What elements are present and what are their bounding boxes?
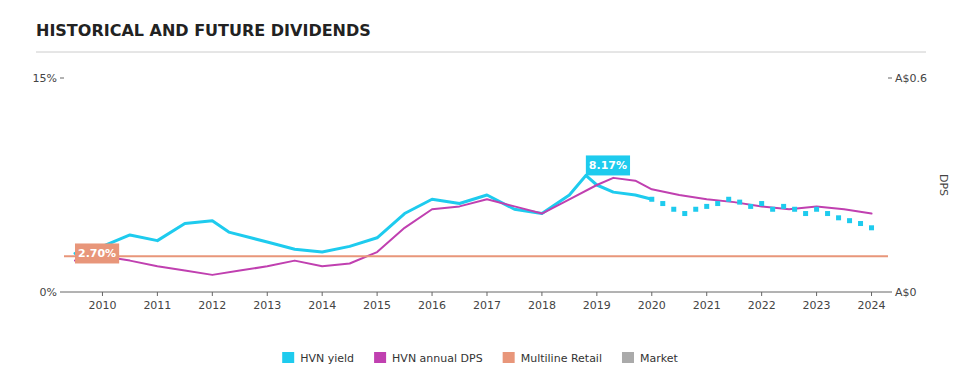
x-tick xyxy=(102,292,103,296)
series-marker xyxy=(858,221,863,226)
series-marker xyxy=(836,215,841,220)
x-tick xyxy=(157,292,158,296)
series-marker xyxy=(682,211,687,216)
x-tick-label: 2010 xyxy=(88,299,116,312)
x-tick xyxy=(871,292,872,296)
x-tick-label: 2016 xyxy=(418,299,446,312)
x-axis-line xyxy=(64,292,888,293)
x-tick xyxy=(816,292,817,296)
legend-label: HVN yield xyxy=(300,352,354,365)
annotation-text: 2.70% xyxy=(78,247,116,260)
x-tick xyxy=(432,292,433,296)
y2-tick xyxy=(888,78,892,79)
series-marker xyxy=(792,207,797,212)
series-marker xyxy=(770,207,775,212)
y-tick xyxy=(60,78,64,79)
y-tick xyxy=(60,292,64,293)
legend-label: HVN annual DPS xyxy=(392,352,483,365)
x-tick-label: 2015 xyxy=(363,299,391,312)
x-tick-label: 2020 xyxy=(638,299,666,312)
series-marker xyxy=(671,207,676,212)
series-marker xyxy=(737,200,742,205)
x-tick-label: 2018 xyxy=(528,299,556,312)
y2-axis-label: DPS xyxy=(937,174,950,196)
series-marker xyxy=(847,218,852,223)
series-marker xyxy=(704,204,709,209)
series-marker xyxy=(814,207,819,212)
title: HISTORICAL AND FUTURE DIVIDENDS xyxy=(36,21,371,40)
legend-swatch xyxy=(503,352,515,363)
x-tick-label: 2021 xyxy=(693,299,721,312)
legend-label: Multiline Retail xyxy=(521,352,602,365)
x-tick-label: 2012 xyxy=(198,299,226,312)
x-tick xyxy=(651,292,652,296)
x-tick xyxy=(596,292,597,296)
series-marker xyxy=(781,204,786,209)
x-tick xyxy=(267,292,268,296)
series-line xyxy=(75,175,652,253)
x-tick xyxy=(212,292,213,296)
x-tick xyxy=(377,292,378,296)
x-tick-label: 2011 xyxy=(143,299,171,312)
x-tick xyxy=(706,292,707,296)
legend-label: Market xyxy=(640,352,678,365)
legend-swatch xyxy=(622,352,634,363)
annotation: 2.70% xyxy=(75,243,119,263)
legend: HVN yield HVN annual DPS Multiline Retail M… xyxy=(282,352,678,365)
series-marker xyxy=(660,201,665,206)
series-marker xyxy=(825,211,830,216)
series-marker xyxy=(869,225,874,230)
x-tick xyxy=(761,292,762,296)
annotation-box xyxy=(586,155,630,175)
series-marker xyxy=(693,207,698,212)
y-tick-label: 15% xyxy=(33,72,57,85)
legend-item: Market xyxy=(622,352,678,365)
x-tick-label: 2023 xyxy=(803,299,831,312)
annotation: 8.17% xyxy=(586,155,630,175)
annotation-box xyxy=(75,243,119,263)
legend-swatch xyxy=(374,352,386,363)
x-tick-label: 2013 xyxy=(253,299,281,312)
plot-area xyxy=(64,175,888,274)
legend-swatch xyxy=(282,352,294,363)
series-marker xyxy=(715,201,720,206)
y-tick-label: 0% xyxy=(40,286,57,299)
y2-tick-label: A$0.6 xyxy=(895,72,927,85)
x-tick-label: 2024 xyxy=(858,299,886,312)
series-marker xyxy=(748,204,753,209)
legend-item: Multiline Retail xyxy=(503,352,602,365)
y2-tick xyxy=(888,292,892,293)
reference-line xyxy=(64,255,888,257)
x-tick-label: 2019 xyxy=(583,299,611,312)
legend-item: HVN annual DPS xyxy=(374,352,483,365)
series-marker xyxy=(803,211,808,216)
series-marker xyxy=(726,197,731,202)
x-tick-label: 2017 xyxy=(473,299,501,312)
x-tick xyxy=(486,292,487,296)
x-tick xyxy=(541,292,542,296)
x-tick-label: 2022 xyxy=(748,299,776,312)
legend-item: HVN yield xyxy=(282,352,354,365)
x-tick-label: 2014 xyxy=(308,299,336,312)
y2-tick-label: A$0 xyxy=(895,286,917,299)
title-separator xyxy=(36,52,926,53)
series-marker xyxy=(759,201,764,206)
series-line xyxy=(75,178,872,275)
series-marker xyxy=(649,197,654,202)
x-tick xyxy=(322,292,323,296)
annotation-text: 8.17% xyxy=(589,159,627,172)
chart: HISTORICAL AND FUTURE DIVIDENDS 2010 2011 2… xyxy=(0,0,960,378)
